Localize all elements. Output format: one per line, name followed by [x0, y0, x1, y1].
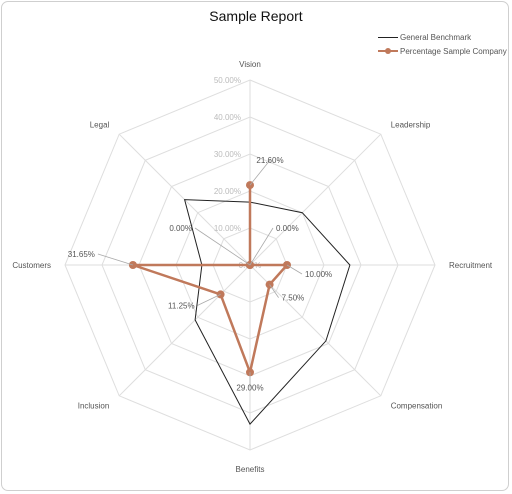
radial-tick-label: 20.00%: [214, 187, 241, 196]
legend-item-company[interactable]: Percentage Sample Company: [378, 44, 507, 58]
legend-label-company: Percentage Sample Company: [400, 46, 507, 56]
category-label-leadership: Leadership: [391, 120, 431, 129]
category-label-compensation: Compensation: [391, 402, 443, 411]
category-label-recruitment: Recruitment: [449, 261, 493, 270]
radial-tick-label: 30.00%: [214, 150, 241, 159]
category-label-legal: Legal: [90, 120, 110, 129]
legend-item-benchmark[interactable]: General Benchmark: [378, 30, 507, 44]
data-label-leader: [249, 159, 271, 186]
legend-label-benchmark: General Benchmark: [400, 32, 472, 42]
grid-spoke-5: [118, 264, 251, 397]
data-label-customers: 31.65%: [68, 250, 95, 259]
data-label-leadership: 0.00%: [276, 224, 299, 233]
data-label-recruitment: 10.00%: [305, 270, 332, 279]
data-label-leader: [194, 227, 251, 266]
legend-swatch-benchmark: [378, 36, 398, 38]
data-label-compensation: 7.50%: [282, 294, 305, 303]
category-label-vision: Vision: [239, 60, 261, 69]
grid-spoke-1: [249, 133, 382, 266]
data-label-leader: [269, 284, 279, 298]
chart-title: Sample Report: [209, 8, 303, 24]
series-line-benchmark: [183, 199, 351, 425]
data-label-leader: [197, 294, 221, 306]
data-label-leader: [286, 264, 303, 275]
radial-tick-label: 50.00%: [214, 76, 241, 85]
category-label-inclusion: Inclusion: [78, 402, 110, 411]
category-label-benefits: Benefits: [236, 465, 265, 474]
data-label-leader: [97, 253, 134, 266]
radial-tick-label: 40.00%: [214, 113, 241, 122]
legend-swatch-company: [378, 48, 398, 54]
legend: General Benchmark Percentage Sample Comp…: [378, 30, 507, 58]
data-label-benefits: 29.00%: [236, 383, 263, 392]
data-label-inclusion: 11.25%: [168, 301, 195, 310]
data-label-vision: 21.60%: [256, 156, 283, 165]
data-label-legal: 0.00%: [169, 224, 192, 233]
radial-tick-label: 10.00%: [214, 224, 241, 233]
data-label-leader: [249, 227, 274, 266]
category-label-customers: Customers: [12, 261, 51, 270]
